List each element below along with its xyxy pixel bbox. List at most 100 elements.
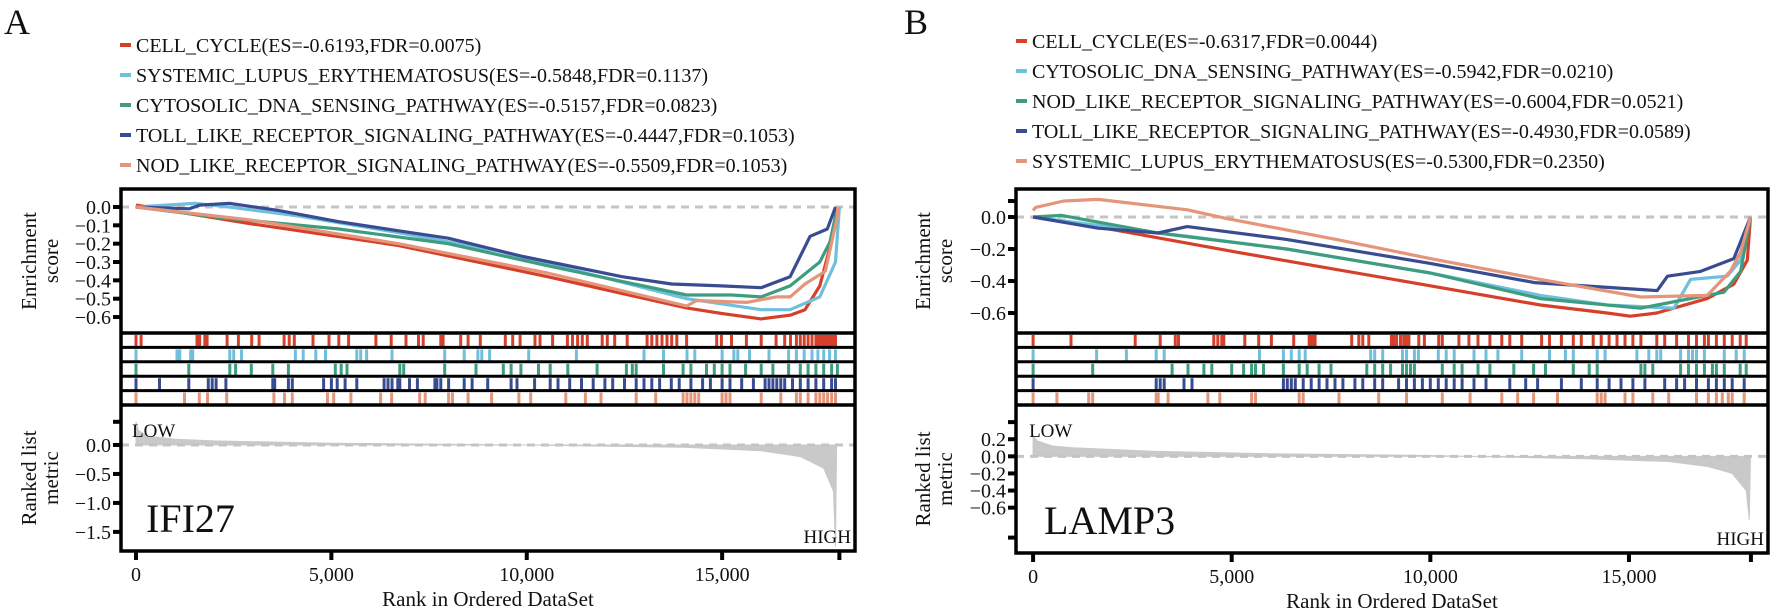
hit-mark: [826, 392, 830, 404]
hit-mark: [585, 335, 589, 347]
hit-mark: [1687, 349, 1690, 361]
hit-mark: [1381, 363, 1385, 376]
hit-mark: [556, 378, 560, 390]
legend-entry: TOLL_LIKE_RECEPTOR_SIGNALING_PATHWAY(ES=…: [136, 125, 795, 147]
hit-mark: [1679, 363, 1683, 376]
hit-mark: [1675, 378, 1679, 390]
hit-mark: [1532, 392, 1536, 404]
legend-entry: NOD_LIKE_RECEPTOR_SIGNALING_PATHWAY(ES=-…: [136, 155, 787, 177]
hit-mark: [681, 363, 685, 376]
hit-mark: [822, 363, 826, 376]
hit-mark: [1254, 392, 1257, 404]
hit-mark: [1412, 349, 1416, 361]
hit-mark: [1297, 349, 1301, 361]
metric-tick-label: −0.4: [970, 481, 1006, 503]
hit-mark: [806, 335, 810, 347]
hit-mark: [1706, 335, 1710, 347]
hit-mark: [574, 349, 578, 361]
panel-a: A CELL_CYCLE(ES=-0.6193,FDR=0.0075) SYSTEM…: [4, 2, 857, 608]
hit-mark: [655, 335, 659, 347]
hit-mark: [390, 349, 394, 361]
hit-mark: [820, 335, 824, 347]
hit-mark: [689, 363, 693, 376]
hit-mark: [591, 378, 595, 390]
hit-mark: [1520, 349, 1524, 361]
plot-frame: [119, 187, 857, 553]
hit-mark: [634, 378, 638, 390]
hit-mark: [1631, 378, 1635, 390]
hit-mark: [503, 335, 507, 347]
hit-mark: [810, 335, 814, 347]
hit-mark: [189, 349, 193, 361]
high-label: HIGH: [804, 527, 852, 548]
hit-mark: [1381, 378, 1385, 390]
hit-mark: [1173, 335, 1177, 347]
es-curve-1: [1032, 215, 1753, 318]
hit-mark: [759, 363, 763, 376]
hit-mark: [1220, 335, 1224, 347]
hit-mark: [1695, 363, 1698, 376]
hit-mark: [830, 378, 834, 390]
hit-mark: [1476, 363, 1480, 376]
hit-mark: [1428, 378, 1432, 390]
hit-mark: [798, 392, 802, 404]
hit-mark: [1655, 349, 1659, 361]
hit-mark: [810, 349, 814, 361]
hit-mark: [830, 335, 834, 347]
hit-mark: [1154, 378, 1158, 390]
hit-mark: [257, 335, 261, 347]
hit-mark: [832, 335, 835, 347]
hit-mark: [759, 335, 763, 347]
hit-mark: [720, 363, 724, 376]
hit-mark: [187, 378, 191, 390]
hit-mark: [806, 363, 810, 376]
hit-mark: [228, 363, 232, 376]
es-axis-title: score: [39, 239, 63, 283]
hit-mark: [1285, 378, 1289, 390]
hit-mark: [417, 335, 420, 347]
hit-mark: [1124, 349, 1128, 361]
hit-mark: [1055, 392, 1059, 404]
hit-mark: [1156, 392, 1160, 404]
metric-tick-label: 0.2: [981, 429, 1006, 451]
hit-mark: [224, 378, 228, 390]
hit-mark: [311, 335, 315, 347]
hit-mark: [802, 349, 806, 361]
hit-mark: [314, 349, 318, 361]
hit-mark: [1559, 378, 1563, 390]
hit-mark: [1031, 392, 1035, 404]
hit-mark: [398, 378, 402, 390]
hit-mark: [1452, 363, 1456, 376]
hit-mark: [650, 378, 654, 390]
hit-mark: [1369, 349, 1373, 361]
hit-mark: [783, 335, 787, 347]
hit-mark: [1702, 363, 1706, 376]
hit-mark: [1631, 392, 1635, 404]
hit-mark: [1702, 335, 1706, 347]
es-axis-title: Enrichment: [17, 212, 41, 310]
hit-mark: [343, 378, 347, 390]
hit-mark: [1292, 335, 1296, 347]
hit-mark: [134, 363, 138, 376]
hit-mark: [822, 349, 826, 361]
hit-mark: [1651, 363, 1655, 376]
hit-mark: [538, 335, 542, 347]
hit-mark: [1738, 363, 1742, 376]
hit-mark: [814, 392, 818, 404]
hit-mark: [228, 349, 232, 361]
hit-mark: [1722, 363, 1726, 376]
hit-mark: [1031, 378, 1035, 390]
hit-mark: [1647, 349, 1651, 361]
hit-mark: [1317, 378, 1321, 390]
hit-mark: [1615, 335, 1619, 347]
hit-mark: [1281, 363, 1285, 376]
hit-mark: [693, 349, 697, 361]
hit-mark: [630, 363, 634, 376]
hit-mark: [1402, 335, 1406, 347]
hit-mark: [1337, 392, 1341, 404]
hit-mark: [1170, 363, 1174, 376]
hit-mark: [1031, 349, 1035, 361]
panel-label: A: [4, 2, 30, 42]
hit-mark: [347, 335, 351, 347]
hit-mark: [719, 335, 723, 347]
